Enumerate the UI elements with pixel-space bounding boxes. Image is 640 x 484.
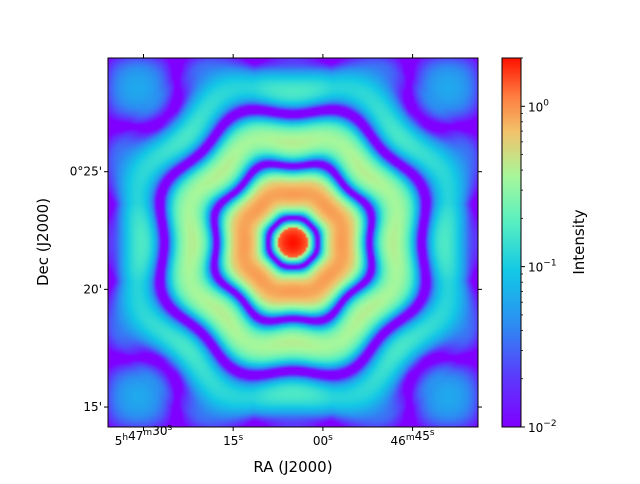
plot-frame — [107, 57, 479, 428]
y-axis-label: Dec (J2000) — [34, 198, 52, 286]
colorbar-tick-label-0: 100 — [528, 98, 549, 114]
x-tick-label-1: 15s — [223, 433, 243, 448]
heatmap-image — [108, 58, 478, 427]
x-tick-label-2: 00s — [313, 433, 333, 448]
colorbar-tick-label-1: 10−1 — [528, 259, 557, 275]
intensity-map — [108, 58, 478, 427]
x-axis-ticks: 5h47m30s 15s 00s 46m45s — [115, 54, 435, 448]
y-tick-label-2: 15' — [83, 400, 102, 414]
colorbar-tick-label-2: 10−2 — [528, 419, 557, 435]
x-tick-label-3: 46m45s — [391, 428, 435, 448]
colorbar-label: Intensity — [570, 209, 588, 274]
y-axis-ticks: 0°25' 20' 15' — [70, 165, 482, 414]
y-tick-label-1: 20' — [83, 282, 102, 296]
colorbar-ticks: 100 10−1 10−2 — [521, 57, 557, 435]
x-tick-label-0: 5h47m30s — [115, 423, 173, 448]
colorbar — [501, 57, 522, 428]
y-tick-label-0: 0°25' — [70, 165, 102, 179]
x-axis-label: RA (J2000) — [253, 458, 332, 476]
